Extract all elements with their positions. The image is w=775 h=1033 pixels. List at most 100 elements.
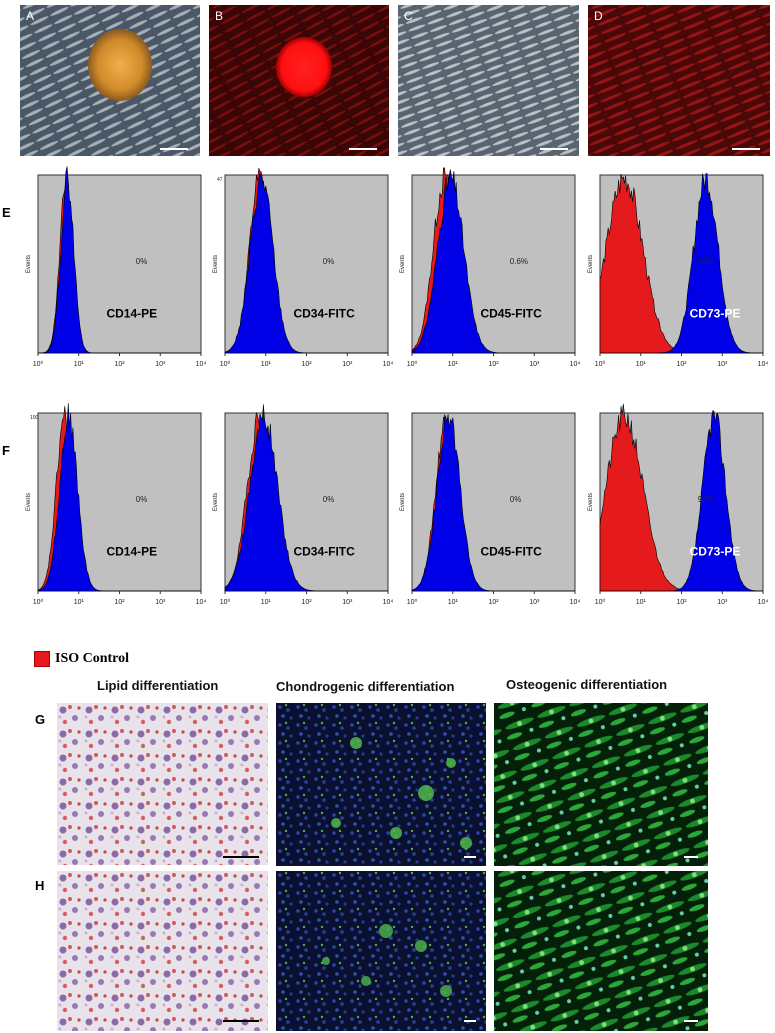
y-axis-label: Events bbox=[400, 493, 406, 511]
legend-iso-label: ISO Control bbox=[55, 651, 130, 666]
histogram-plot: 10⁰ 10¹ 10² 10³ 10⁴ Events 0% CD45-FITC bbox=[400, 412, 580, 606]
x-tick-label: 10² bbox=[301, 361, 312, 368]
panel-c-label: C bbox=[404, 9, 413, 23]
x-tick-label: 10² bbox=[114, 599, 125, 606]
percent-label: 0% bbox=[323, 495, 335, 504]
x-tick-label: 10⁴ bbox=[758, 599, 769, 606]
x-tick-label: 10⁰ bbox=[33, 360, 44, 368]
x-tick-label: 10⁰ bbox=[595, 598, 606, 606]
panel-b-micrograph: B bbox=[209, 5, 389, 156]
x-tick-label: 10¹ bbox=[448, 361, 459, 368]
marker-histogram bbox=[411, 413, 575, 592]
row-label-h: H bbox=[35, 878, 45, 893]
histogram-e-cd34-fitc: 10⁰ 10¹ 10² 10³ 10⁴ Events 47 0% CD34-FITC bbox=[213, 167, 393, 375]
x-tick-label: 10² bbox=[114, 361, 125, 368]
x-tick-label: 10⁰ bbox=[407, 598, 418, 606]
x-tick-label: 10¹ bbox=[261, 361, 272, 368]
scale-bar bbox=[464, 856, 476, 858]
x-tick-label: 10¹ bbox=[74, 599, 85, 606]
x-tick-label: 10¹ bbox=[74, 361, 85, 368]
x-tick-label: 10¹ bbox=[261, 599, 272, 606]
scale-bar bbox=[223, 1020, 259, 1022]
x-tick-label: 10³ bbox=[529, 599, 540, 606]
percent-label: 0% bbox=[510, 495, 522, 504]
x-tick-label: 10² bbox=[301, 599, 312, 606]
marker-label: CD73-PE bbox=[690, 544, 741, 558]
legend-iso-swatch bbox=[34, 651, 50, 667]
x-tick-label: 10⁰ bbox=[407, 360, 418, 368]
panel-c-image bbox=[398, 5, 579, 156]
y-axis-label: Events bbox=[26, 255, 32, 273]
x-tick-label: 10⁴ bbox=[383, 361, 394, 368]
x-tick-label: 10⁴ bbox=[196, 599, 207, 606]
histogram-plot: 10⁰ 10¹ 10² 10³ 10⁴ Events 47 0% CD34-FITC bbox=[213, 167, 393, 368]
x-tick-label: 10³ bbox=[155, 599, 166, 606]
histogram-plot: 10⁰ 10¹ 10² 10³ 10⁴ Events 100 0% CD14-PE bbox=[26, 403, 206, 606]
lipid-image-h bbox=[57, 871, 268, 1031]
chondro-image-h bbox=[276, 871, 486, 1031]
marker-histogram bbox=[411, 169, 575, 354]
panel-d-micrograph: D bbox=[588, 5, 770, 156]
scale-bar bbox=[684, 1020, 698, 1022]
marker-histogram bbox=[600, 173, 763, 354]
x-tick-label: 10⁴ bbox=[758, 361, 769, 368]
x-tick-label: 10¹ bbox=[636, 599, 647, 606]
x-tick-label: 10⁴ bbox=[570, 361, 581, 368]
panel-g-osteogenic bbox=[494, 703, 708, 866]
marker-label: CD34-FITC bbox=[293, 306, 355, 320]
x-tick-label: 10³ bbox=[529, 361, 540, 368]
x-tick-label: 10³ bbox=[342, 599, 353, 606]
panel-h-osteogenic bbox=[494, 871, 708, 1031]
title-osteogenic: Osteogenic differentiation bbox=[506, 677, 668, 692]
histogram-plot: 10⁰ 10¹ 10² 10³ 10⁴ Events 92% CD73-PE bbox=[588, 403, 768, 606]
histogram-e-cd73-pe: 10⁰ 10¹ 10² 10³ 10⁴ Events 96% CD73-PE bbox=[588, 173, 768, 375]
row-label-g: G bbox=[35, 712, 46, 727]
marker-label: CD34-FITC bbox=[293, 544, 355, 558]
y-top-tick: 100 bbox=[30, 415, 39, 421]
x-tick-label: 10³ bbox=[342, 361, 353, 368]
histogram-f-cd14-pe: 10⁰ 10¹ 10² 10³ 10⁴ Events 100 0% CD14-PE bbox=[26, 403, 206, 613]
legend: ISO Control bbox=[34, 651, 129, 667]
row-label-e: E bbox=[2, 205, 11, 220]
x-tick-label: 10⁴ bbox=[196, 361, 207, 368]
scale-bar bbox=[684, 856, 698, 858]
marker-histogram bbox=[224, 173, 388, 354]
panel-a-image bbox=[20, 5, 200, 156]
marker-label: CD14-PE bbox=[106, 306, 157, 320]
histogram-f-cd45-fitc: 10⁰ 10¹ 10² 10³ 10⁴ Events 0% CD45-FITC bbox=[400, 412, 580, 613]
marker-label: CD73-PE bbox=[690, 306, 741, 320]
percent-label: 0% bbox=[136, 495, 148, 504]
panel-b-label: B bbox=[215, 9, 224, 23]
x-tick-label: 10⁰ bbox=[33, 598, 44, 606]
percent-label: 0% bbox=[323, 257, 335, 266]
panel-a-micrograph: A bbox=[20, 5, 200, 156]
scale-bar bbox=[464, 1020, 476, 1022]
percent-label: 92% bbox=[698, 495, 714, 504]
histogram-f-cd73-pe: 10⁰ 10¹ 10² 10³ 10⁴ Events 92% CD73-PE bbox=[588, 403, 768, 613]
y-axis-label: Events bbox=[588, 493, 594, 511]
percent-label: 0.6% bbox=[510, 257, 528, 266]
x-tick-label: 10⁰ bbox=[220, 360, 231, 368]
x-tick-label: 10² bbox=[488, 361, 499, 368]
histogram-plot: 10⁰ 10¹ 10² 10³ 10⁴ Events 0% CD34-FITC bbox=[213, 404, 393, 606]
marker-histogram bbox=[38, 166, 201, 354]
lipid-image-g bbox=[57, 703, 268, 865]
histogram-plot: 10⁰ 10¹ 10² 10³ 10⁴ Events 0.6% CD45-FITC bbox=[400, 167, 580, 368]
title-lipid: Lipid differentiation bbox=[97, 678, 219, 693]
marker-label: CD14-PE bbox=[106, 544, 157, 558]
histogram-f-cd34-fitc: 10⁰ 10¹ 10² 10³ 10⁴ Events 0% CD34-FITC bbox=[213, 404, 393, 613]
panel-b-image bbox=[209, 5, 389, 156]
osteo-image-g bbox=[494, 703, 708, 866]
histogram-e-cd14-pe: 10⁰ 10¹ 10² 10³ 10⁴ Events 0% CD14-PE bbox=[26, 166, 206, 375]
histogram-plot: 10⁰ 10¹ 10² 10³ 10⁴ Events 0% CD14-PE bbox=[26, 166, 206, 368]
panel-g-lipid bbox=[57, 703, 268, 865]
panel-g-chondrogenic bbox=[276, 703, 486, 866]
histogram-e-cd45-fitc: 10⁰ 10¹ 10² 10³ 10⁴ Events 0.6% CD45-FITC bbox=[400, 167, 580, 375]
x-tick-label: 10⁰ bbox=[220, 598, 231, 606]
panel-d-image bbox=[588, 5, 770, 156]
marker-histogram bbox=[600, 410, 763, 592]
marker-histogram bbox=[224, 404, 388, 592]
x-tick-label: 10⁴ bbox=[570, 599, 581, 606]
chondro-image-g bbox=[276, 703, 486, 866]
x-tick-label: 10² bbox=[488, 599, 499, 606]
